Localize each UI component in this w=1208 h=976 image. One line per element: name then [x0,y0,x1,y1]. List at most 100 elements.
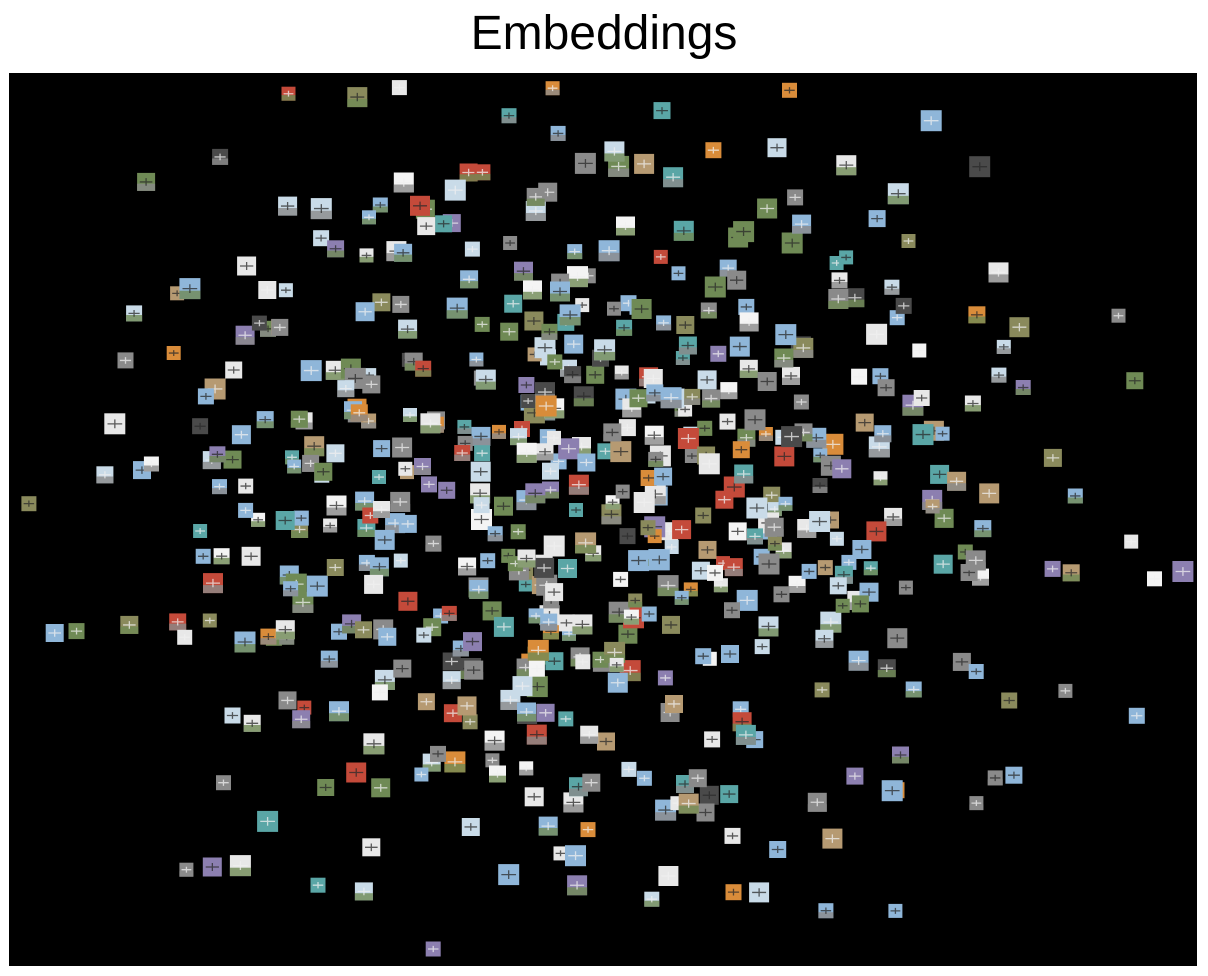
image-thumbnail [628,593,643,608]
image-thumbnail [271,318,289,336]
image-thumbnail [354,882,373,901]
image-thumbnail [868,210,886,228]
image-thumbnail [757,372,777,391]
image-thumbnail [863,561,878,576]
image-thumbnail [372,293,391,312]
image-thumbnail [640,520,656,536]
image-thumbnail [905,681,922,698]
image-thumbnail [317,779,335,796]
image-thumbnail [435,215,453,233]
image-thumbnail [866,521,887,542]
image-thumbnail [747,528,763,545]
image-thumbnail [535,395,557,417]
image-thumbnail [350,404,368,422]
image-thumbnail [519,761,534,776]
image-thumbnail [604,141,625,162]
image-thumbnail [812,478,828,493]
image-thumbnail [444,179,466,201]
image-thumbnail [586,365,605,384]
image-thumbnail [326,559,344,576]
image-thumbnail [695,507,712,524]
image-thumbnail [773,586,790,603]
image-thumbnail [290,410,308,428]
image-thumbnail [243,714,261,732]
image-thumbnail [749,882,770,903]
image-thumbnail [619,528,636,545]
image-thumbnail [474,316,490,332]
image-thumbnail [739,312,759,332]
image-thumbnail [697,370,717,390]
image-thumbnail [304,436,325,457]
image-thumbnail [641,606,657,622]
image-thumbnail [498,864,520,886]
image-thumbnail [781,426,803,448]
image-thumbnail [746,497,768,519]
image-thumbnail [256,411,274,429]
image-thumbnail [517,702,536,722]
image-thumbnail [209,446,226,463]
image-thumbnail [881,780,903,802]
image-thumbnail [699,785,719,805]
image-thumbnail [524,787,544,807]
image-thumbnail [320,650,338,668]
image-thumbnail [778,496,793,511]
image-thumbnail [362,375,381,394]
image-thumbnail [724,558,743,577]
image-thumbnail [469,580,489,599]
image-thumbnail [846,767,864,785]
image-thumbnail [644,891,660,907]
image-thumbnail [597,443,614,460]
image-thumbnail [474,164,491,181]
image-thumbnail [442,671,461,690]
image-thumbnail [528,608,544,624]
image-thumbnail [912,424,934,446]
image-thumbnail [643,369,663,388]
image-thumbnail [1058,683,1073,698]
image-thumbnail [542,462,559,480]
image-thumbnail [705,142,722,159]
image-thumbnail [728,522,747,541]
image-thumbnail [314,462,333,481]
image-thumbnail [597,732,615,751]
image-thumbnail [425,535,442,552]
image-thumbnail [374,529,395,550]
image-thumbnail [582,773,601,792]
image-thumbnail [192,418,209,435]
image-thumbnail [398,591,418,611]
image-thumbnail [618,419,636,437]
image-thumbnail [104,413,126,435]
image-thumbnail [713,578,728,593]
image-thumbnail [648,549,670,571]
image-thumbnail [510,524,526,540]
image-thumbnail [1067,488,1083,504]
image-thumbnail [373,440,391,458]
image-thumbnail [473,497,490,514]
image-thumbnail [202,613,217,628]
image-thumbnail [326,444,345,463]
image-thumbnail [698,453,720,475]
image-thumbnail [781,232,803,254]
image-thumbnail [920,110,942,132]
image-thumbnail [935,426,950,441]
image-thumbnail [577,453,596,472]
image-thumbnail [901,234,916,248]
image-thumbnail [526,724,547,745]
image-thumbnail [677,428,699,449]
image-thumbnail [965,550,986,571]
image-thumbnail [618,624,638,644]
image-thumbnail [866,323,888,345]
image-thumbnail [371,778,391,798]
image-thumbnail [460,270,479,289]
image-thumbnail [673,220,694,241]
image-thumbnail [275,511,295,530]
image-thumbnail [607,672,628,693]
image-thumbnail [744,409,766,431]
image-thumbnail [564,334,584,354]
image-thumbnail [403,408,417,422]
image-thumbnail [663,167,684,188]
image-thumbnail [362,210,376,225]
image-thumbnail [525,483,546,504]
image-thumbnail [758,616,779,637]
image-thumbnail [563,792,584,813]
image-thumbnail [787,189,804,206]
